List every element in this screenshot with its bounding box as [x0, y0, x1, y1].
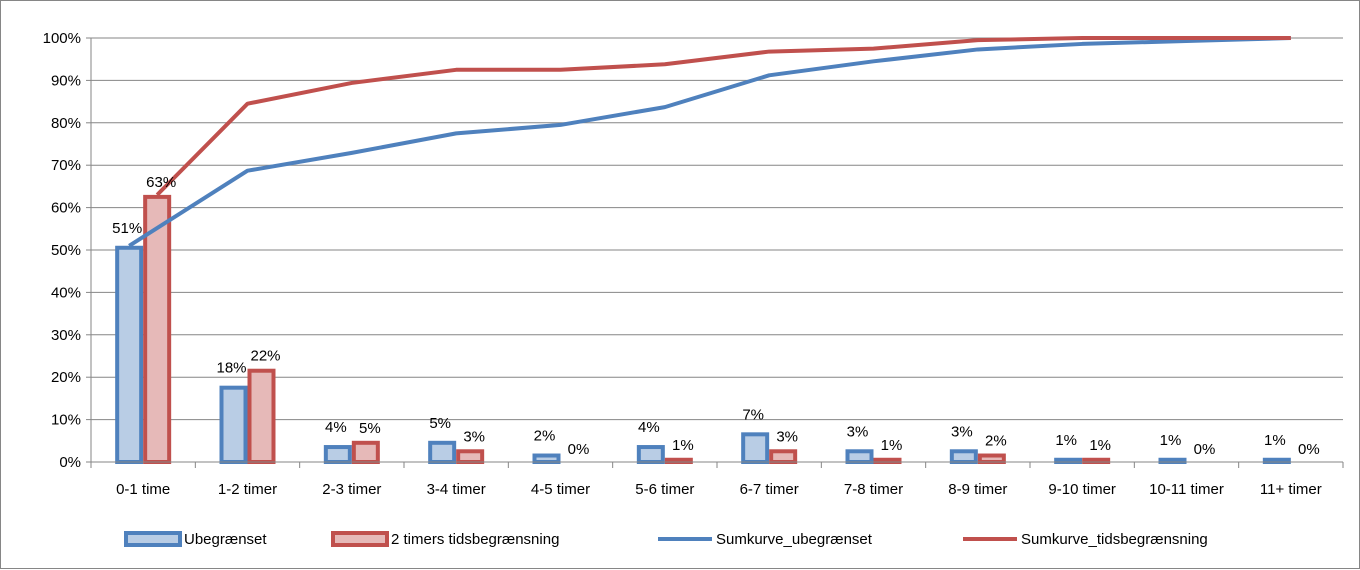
series-line-sumkurve-tidsbegraensning — [155, 36, 1291, 197]
bar-ubegraenset — [741, 432, 770, 465]
data-label: 1% — [1089, 437, 1111, 454]
data-label: 1% — [1160, 432, 1182, 449]
y-tick-label: 10% — [51, 412, 81, 429]
legend-label: 2 timers tidsbegrænsning — [391, 531, 559, 548]
bar-ubegraenset — [949, 449, 978, 464]
data-label: 2% — [985, 433, 1007, 450]
data-label: 1% — [1055, 432, 1077, 449]
bar-tidsbegraensning — [456, 449, 485, 464]
data-label: 51% — [112, 220, 142, 237]
x-tick-label: 3-4 timer — [427, 481, 486, 498]
data-label: 5% — [359, 420, 381, 437]
y-tick-label: 20% — [51, 369, 81, 386]
data-label: 0% — [1194, 441, 1216, 458]
bars — [115, 194, 1291, 465]
x-tick-label: 9-10 timer — [1048, 481, 1116, 498]
bar-ubegraenset — [636, 445, 665, 465]
data-label: 1% — [672, 437, 694, 454]
bar-ubegraenset — [845, 449, 874, 464]
bar-ubegraenset — [219, 385, 248, 464]
bar-ubegraenset — [115, 245, 144, 464]
y-tick-label: 50% — [51, 242, 81, 259]
data-label: 63% — [146, 174, 176, 191]
data-label: 3% — [463, 428, 485, 445]
x-tick-label: 8-9 timer — [948, 481, 1007, 498]
data-label: 2% — [534, 428, 556, 445]
y-tick-label: 0% — [59, 454, 81, 471]
data-label: 18% — [216, 360, 246, 377]
data-labels: 51% 18% 4% 5% 2% 4% 7% 3% 3% 1% 1% 1% 63% 22% 5% 3% 0% 1%… — [112, 174, 1320, 458]
x-tick-label: 6-7 timer — [740, 481, 799, 498]
x-tick-label: 7-8 timer — [844, 481, 903, 498]
data-label: 3% — [847, 423, 869, 440]
axes: 0% 10% 20% 30% 40% 50% 60% 70% 80% 90% 100% 0-1 tim… — [43, 30, 1344, 498]
bar-tidsbegraensning — [977, 453, 1006, 464]
legend: Ubegrænset 2 timers tidsbegrænsning Sumkur… — [124, 531, 1208, 548]
bar-ubegraenset — [428, 440, 457, 464]
data-label: 3% — [951, 423, 973, 440]
y-tick-label: 70% — [51, 157, 81, 174]
series-line-sumkurve-ubegraenset — [128, 36, 1291, 248]
x-tick-label: 2-3 timer — [322, 481, 381, 498]
legend-label: Sumkurve_tidsbegrænsning — [1021, 531, 1208, 548]
bar-tidsbegraensning — [351, 440, 380, 464]
y-tick-label: 30% — [51, 327, 81, 344]
bar-tidsbegraensning — [247, 368, 276, 464]
x-tick-label: 0-1 time — [116, 481, 170, 498]
data-label: 7% — [742, 406, 764, 423]
y-tick-label: 90% — [51, 72, 81, 89]
data-label: 0% — [1298, 441, 1320, 458]
legend-swatch — [124, 531, 182, 547]
y-tick-label: 100% — [43, 30, 81, 47]
y-tick-label: 80% — [51, 115, 81, 132]
data-label: 1% — [1264, 432, 1286, 449]
data-label: 3% — [776, 428, 798, 445]
bar-tidsbegraensning — [143, 194, 172, 464]
bar-ubegraenset — [323, 445, 352, 465]
legend-label: Sumkurve_ubegrænset — [716, 531, 873, 548]
x-tick-label: 1-2 timer — [218, 481, 277, 498]
x-tick-label: 11+ timer — [1260, 481, 1322, 498]
data-label: 4% — [638, 419, 660, 436]
cumulative-lines — [128, 36, 1291, 248]
x-tick-label: 10-11 timer — [1149, 481, 1224, 498]
legend-swatch — [331, 531, 389, 547]
y-tick-label: 40% — [51, 284, 81, 301]
data-label: 1% — [881, 437, 903, 454]
data-label: 4% — [325, 419, 347, 436]
data-label: 0% — [568, 441, 590, 458]
x-tick-label: 5-6 timer — [635, 481, 694, 498]
data-label: 22% — [250, 348, 280, 365]
data-label: 5% — [429, 415, 451, 432]
legend-label: Ubegrænset — [184, 531, 267, 548]
bar-ubegraenset — [532, 453, 561, 464]
x-tick-label: 4-5 timer — [531, 481, 590, 498]
bar-tidsbegraensning — [769, 449, 798, 464]
y-tick-label: 60% — [51, 200, 81, 217]
